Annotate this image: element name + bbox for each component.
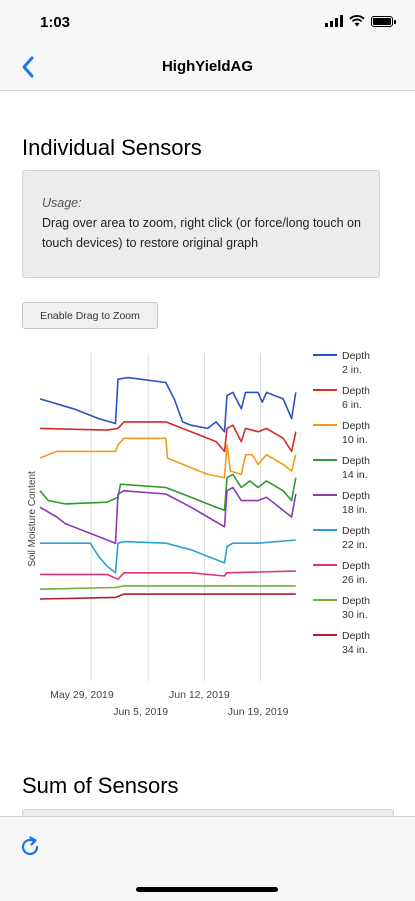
legend-label: Depth 22 in. — [342, 525, 370, 551]
series-line-7 — [39, 585, 296, 590]
legend-label: Depth 10 in. — [342, 420, 370, 446]
signal-icon — [325, 15, 343, 27]
series-line-8 — [39, 593, 296, 600]
series-line-5 — [40, 539, 296, 574]
y-axis-label: Soil Moisture Content — [27, 471, 38, 567]
battery-icon — [371, 15, 396, 27]
sum-of-sensors-panel — [22, 809, 394, 816]
usage-box: Usage: Drag over area to zoom, right cli… — [22, 170, 380, 278]
legend-label: Depth 26 in. — [342, 560, 370, 586]
usage-text: Drag over area to zoom, right click (or … — [42, 216, 361, 250]
individual-sensors-title: Individual Sensors — [22, 135, 202, 160]
usage-label: Usage: — [42, 196, 82, 210]
legend-label: Depth 2 in. — [342, 350, 370, 376]
legend-label: Depth 30 in. — [342, 595, 370, 621]
series-line-3 — [39, 473, 297, 512]
legend-label: Depth 34 in. — [342, 630, 370, 656]
x-tick-label: May 29, 2019 — [50, 689, 114, 701]
navigation-bar: HighYieldAG — [0, 44, 415, 91]
nav-title: HighYieldAG — [161, 58, 254, 75]
x-tick-label: Jun 19, 2019 — [228, 706, 289, 718]
bottom-toolbar — [0, 816, 415, 901]
series-line-0 — [39, 376, 297, 433]
legend-label: Depth 6 in. — [342, 385, 370, 411]
legend-label: Depth 18 in. — [342, 490, 370, 516]
refresh-icon[interactable] — [18, 835, 42, 859]
series-line-1 — [39, 421, 297, 453]
enable-drag-to-zoom-button[interactable]: Enable Drag to Zoom — [22, 302, 158, 329]
x-tick-label: Jun 12, 2019 — [169, 689, 230, 701]
back-chevron-icon[interactable] — [14, 53, 44, 81]
series-line-2 — [39, 437, 297, 479]
status-icons — [325, 15, 396, 27]
status-time: 1:03 — [40, 14, 71, 31]
web-content[interactable]: Individual Sensors Usage: Drag over area… — [0, 91, 415, 816]
sum-of-sensors-title: Sum of Sensors — [22, 773, 179, 798]
status-bar: 1:03 — [0, 0, 415, 44]
home-indicator — [136, 887, 278, 892]
wifi-icon — [349, 15, 365, 27]
legend-label: Depth 14 in. — [342, 455, 370, 481]
series-line-6 — [40, 570, 296, 581]
series-line-4 — [39, 486, 297, 544]
x-tick-label: Jun 5, 2019 — [113, 706, 168, 718]
